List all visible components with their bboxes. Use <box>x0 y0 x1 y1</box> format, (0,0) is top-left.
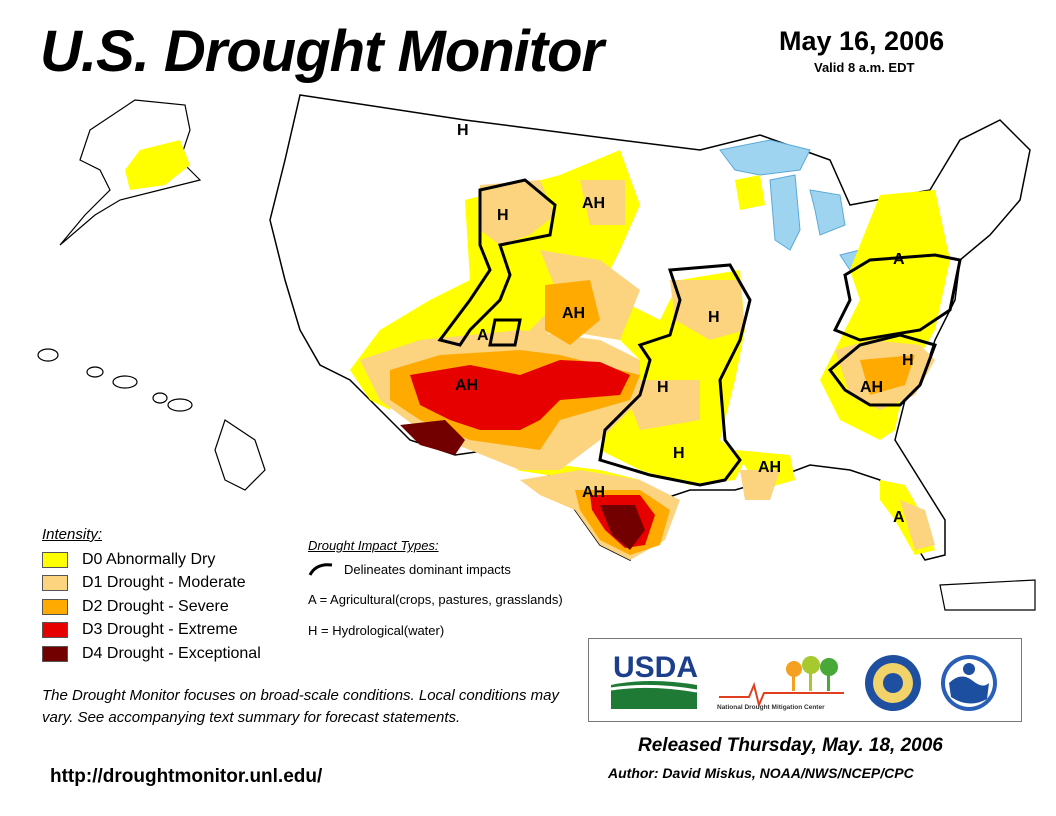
impact-types: Drought Impact Types: Delineates dominan… <box>308 538 568 639</box>
label-a-colorado: A <box>477 327 489 344</box>
legend-label-d2: D2 Drought - Severe <box>82 597 229 615</box>
usda-logo: USDA <box>610 651 698 709</box>
impact-line-key: Delineates dominant impacts <box>308 561 568 577</box>
disclaimer-note: The Drought Monitor focuses on broad-sca… <box>42 687 559 726</box>
author-credit: Author: David Miskus, NOAA/NWS/NCEP/CPC <box>608 765 914 781</box>
impact-delineates: Delineates dominant impacts <box>344 561 511 577</box>
label-ah-plains: AH <box>562 305 585 322</box>
legend-item-d2: D2 Drought - Severe <box>42 595 261 619</box>
website-link[interactable]: http://droughtmonitor.unl.edu/ <box>50 766 323 787</box>
legend-label-d4: D4 Drought - Exceptional <box>82 644 261 662</box>
legend-swatch-d0 <box>42 551 68 568</box>
alaska-d0 <box>125 140 190 190</box>
great-lakes <box>719 139 916 271</box>
label-h-arkansas: H <box>673 445 685 462</box>
label-a-florida: A <box>893 509 905 526</box>
commerce-seal-logo <box>865 655 921 711</box>
impact-agricultural: A = Agricultural(crops, pastures, grassl… <box>308 592 563 607</box>
label-h-iowa: H <box>708 309 720 326</box>
legend-label-d0: D0 Abnormally Dry <box>82 550 216 568</box>
impact-title: Drought Impact Types: <box>308 538 439 553</box>
legend-label-d3: D3 Drought - Extreme <box>82 621 238 639</box>
d4-areas <box>400 420 645 550</box>
label-a-pennsylvania: A <box>893 251 905 268</box>
label-ah-texas: AH <box>582 484 605 501</box>
agency-logos: USDA National Drought Mitigation Center <box>588 638 1022 722</box>
logo-strip: USDA National Drought Mitigation Center <box>610 651 997 711</box>
impact-line-icon <box>308 563 333 576</box>
label-ah-dakotas: AH <box>582 195 605 212</box>
legend-swatch-d2 <box>42 598 68 615</box>
label-h-wyoming: H <box>497 207 509 224</box>
legend-swatch-d3 <box>42 622 68 639</box>
legend-label-d1: D1 Drought - Moderate <box>82 574 246 592</box>
puerto-rico-outline <box>939 579 1036 611</box>
intensity-legend: D0 Abnormally Dry D1 Drought - Moderate … <box>42 548 261 666</box>
hawaii-outline <box>37 348 266 491</box>
svg-text:National Drought Mitigation Ce: National Drought Mitigation Center <box>717 704 825 711</box>
impact-boundaries <box>437 178 962 487</box>
legend-swatch-d4 <box>42 645 68 662</box>
label-ah-southwest: AH <box>455 377 478 394</box>
page-title: U.S. Drought Monitor <box>40 19 604 84</box>
label-h-oklahoma: H <box>657 379 669 396</box>
legend-item-d3: D3 Drought - Extreme <box>42 619 261 643</box>
noaa-logo <box>941 655 997 711</box>
valid-time: Valid 8 a.m. EDT <box>814 60 915 75</box>
legend-item-d4: D4 Drought - Exceptional <box>42 642 261 666</box>
label-ah-gulf: AH <box>758 459 781 476</box>
release-date: Released Thursday, May. 18, 2006 <box>638 735 943 756</box>
legend-item-d1: D1 Drought - Moderate <box>42 572 261 596</box>
ndmc-logo: National Drought Mitigation Center <box>717 656 844 711</box>
legend-item-d0: D0 Abnormally Dry <box>42 548 261 572</box>
impact-hydrological: H = Hydrological(water) <box>308 623 445 638</box>
legend-swatch-d1 <box>42 575 68 592</box>
label-ah-tennessee: AH <box>860 379 883 396</box>
map-date: May 16, 2006 <box>779 26 945 56</box>
label-h-montana: H <box>457 122 469 139</box>
label-h-virginia: H <box>902 352 914 369</box>
legend-title: Intensity: <box>42 526 103 543</box>
svg-text:USDA: USDA <box>613 651 698 684</box>
